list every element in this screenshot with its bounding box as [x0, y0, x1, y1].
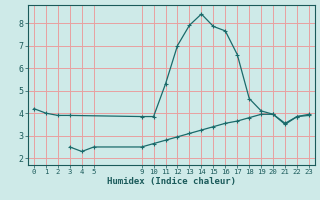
X-axis label: Humidex (Indice chaleur): Humidex (Indice chaleur)	[107, 177, 236, 186]
